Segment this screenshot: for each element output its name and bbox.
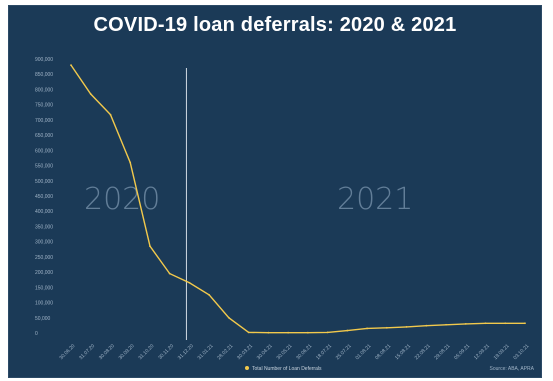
y-tick-label: 850,000 <box>35 72 53 78</box>
data-point <box>70 64 72 66</box>
source-note: Source: ABA, APRA <box>490 366 535 372</box>
y-tick-label: 500,000 <box>35 179 53 185</box>
x-tick-label: 01.08.21 <box>354 343 372 361</box>
y-tick-label: 50,000 <box>35 316 51 322</box>
data-point <box>385 326 388 329</box>
data-point <box>109 113 112 116</box>
y-tick-label: 650,000 <box>35 133 53 139</box>
x-tick-label: 28.02.21 <box>216 343 234 361</box>
y-tick-label: 800,000 <box>35 87 53 93</box>
y-tick-label: 700,000 <box>35 118 53 124</box>
x-tick-label: 03.10.21 <box>512 343 530 361</box>
x-tick-label: 12.09.21 <box>473 343 491 361</box>
x-tick-label: 31.07.20 <box>78 343 96 361</box>
x-tick-label: 25.07.21 <box>335 343 353 361</box>
data-point <box>228 316 230 319</box>
y-tick-label: 250,000 <box>35 255 53 261</box>
x-tick-label: 30.11.20 <box>157 343 175 361</box>
series-points <box>70 64 526 334</box>
x-tick-label: 18.07.21 <box>315 343 333 361</box>
x-tick-label: 30.06.20 <box>58 343 76 361</box>
data-point <box>208 294 211 296</box>
data-point <box>524 322 526 325</box>
data-point <box>464 322 467 325</box>
x-tick-label: 30.09.20 <box>118 343 136 361</box>
x-tick-label: 19.09.21 <box>493 343 511 361</box>
x-tick-label: 05.09.21 <box>453 343 471 361</box>
x-tick-label: 30.05.21 <box>276 343 294 361</box>
y-tick-label: 600,000 <box>35 148 53 154</box>
y-tick-label: 400,000 <box>35 209 53 215</box>
annotation-2021: 2021 <box>337 182 413 217</box>
data-point <box>267 331 270 334</box>
line-chart: 0 50,000 100,000 150,000 200,000 250,000 300,0… <box>35 57 535 372</box>
y-tick-label: 750,000 <box>35 103 53 109</box>
chart-title: COVID-19 loan deferrals: 2020 & 2021 <box>93 14 457 36</box>
data-point <box>366 327 368 330</box>
data-point <box>247 331 250 334</box>
x-tick-label: 30.03.21 <box>236 343 254 361</box>
data-point <box>89 93 92 95</box>
y-tick-label: 200,000 <box>35 270 53 276</box>
y-tick-label: 550,000 <box>35 164 53 170</box>
x-tick-label: 31.12.20 <box>177 343 195 361</box>
series-line-loan-deferrals <box>70 64 525 334</box>
x-tick-label: 30.06.21 <box>295 343 313 361</box>
data-point <box>504 322 507 325</box>
x-tick-label: 15.08.21 <box>394 343 412 361</box>
legend: Total Number of Loan Deferrals <box>245 366 322 372</box>
data-point <box>168 272 171 275</box>
data-point <box>149 245 151 248</box>
y-axis-ticks: 0 50,000 100,000 150,000 200,000 250,000 300,0… <box>35 57 53 337</box>
y-tick-label: 300,000 <box>35 240 53 246</box>
data-point <box>445 323 447 326</box>
y-tick-label: 150,000 <box>35 285 53 291</box>
annotation-2020: 2020 <box>84 182 160 217</box>
data-point <box>188 281 191 284</box>
data-point <box>287 331 290 334</box>
x-tick-label: 30.08.20 <box>98 343 116 361</box>
data-point <box>326 331 329 334</box>
data-point <box>405 326 408 328</box>
data-point <box>346 329 349 332</box>
x-tick-label: 22.08.21 <box>414 343 432 361</box>
x-tick-label: 08.08.21 <box>374 343 392 361</box>
data-point <box>425 324 428 327</box>
y-tick-label: 0 <box>35 331 38 337</box>
y-tick-label: 900,000 <box>35 57 53 63</box>
legend-marker <box>245 366 249 370</box>
x-tick-label: 31.01.21 <box>197 343 215 361</box>
y-tick-label: 350,000 <box>35 224 53 230</box>
x-axis-ticks: 30.06.20 31.07.20 30.08.20 30.09.20 31.10.20… <box>58 343 530 361</box>
x-tick-label: 29.08.21 <box>433 343 451 361</box>
data-point <box>484 322 487 325</box>
y-tick-label: 450,000 <box>35 194 53 200</box>
legend-label: Total Number of Loan Deferrals <box>252 366 322 372</box>
data-point <box>129 161 132 164</box>
data-point <box>306 331 309 334</box>
y-tick-label: 100,000 <box>35 301 53 307</box>
chart-frame: COVID-19 loan deferrals: 2020 & 2021 0 50… <box>8 5 542 378</box>
x-tick-label: 30.04.21 <box>256 343 274 361</box>
x-tick-label: 31.10.20 <box>137 343 155 361</box>
